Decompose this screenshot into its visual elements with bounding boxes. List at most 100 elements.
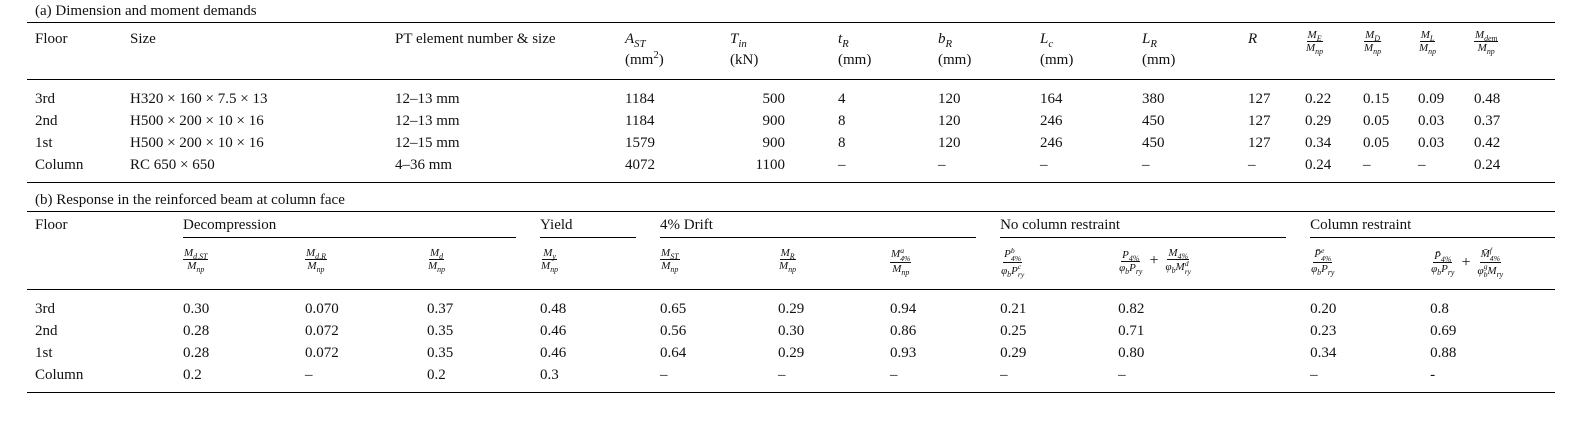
table-cell: 900 [762,135,786,151]
numerator: My [542,247,557,261]
symbol-base: φ [1119,261,1126,274]
column-header: MD Mnp [1355,23,1410,80]
symbol-base: M [1477,42,1487,54]
symbol-base: ) [658,52,664,68]
header-symbol: Md,R Mnp [305,247,419,275]
column-header: Tin (kN) [722,23,830,80]
denominator: Mnp [891,263,910,277]
table-cell: 2nd [35,322,58,339]
denominator: Mnp [778,260,797,274]
symbol: P̄4% [1434,250,1451,264]
symbol-base: M [892,263,902,276]
denominator: φ g b Mry [1476,263,1504,278]
column-header: Size [122,23,387,80]
subscript: ry [1135,266,1143,276]
symbol-base: M [779,260,789,272]
table-cell: 0.072 [305,322,339,339]
subscript: b [1171,266,1176,276]
table-a: Floor Size PT element number & size AST (mm2… [27,23,1555,183]
numerator: Mdem [1474,29,1499,43]
symbol-base: M [1475,29,1485,41]
header-symbol: P̄4% φbPry + M̄ f 4% φ g b Mry [1430,247,1555,279]
subscript: b [1483,270,1488,280]
table-cell: 4072 [625,157,655,173]
symbol-base: (kN) [730,52,759,68]
table-cell: 0.15 [1363,91,1390,107]
symbol-base: φ [1311,263,1318,276]
subscript: ST [670,252,679,262]
symbol-base: φ [1431,263,1438,276]
symbol: Pry [1321,263,1334,277]
fraction: Md,ST Mnp [183,247,209,274]
header-symbol: My Mnp [540,247,652,274]
symbol-base: P̄ [1314,248,1321,261]
subscript: R [1150,38,1157,50]
subscript: np [316,265,325,275]
column-header: P̄4% φbPry + M̄ f 4% φ g b Mry [1422,239,1556,290]
symbol-base: A [625,31,635,47]
script-stack: e 4% [1321,247,1331,262]
table-cell: 0.22 [1305,91,1332,107]
symbol-base: P [1441,263,1448,276]
symbol: ML [1421,29,1435,43]
table-b: Floor Decompression Yield 4% Drift No column… [27,212,1556,393]
symbol-base: M [1307,29,1317,41]
table-cell: 4 [838,91,846,107]
table-cell: 1184 [625,113,655,129]
superscript: a [900,246,905,255]
subscript: b [1317,268,1322,278]
symbol: P4% [1122,249,1139,263]
denominator: Mnp [427,260,446,274]
table-cell: – [1363,157,1371,173]
group-header: Decompression [175,212,532,239]
table-cell: - [1430,366,1436,383]
symbol-base: (mm) [1040,52,1074,68]
superscript: f [1489,246,1492,255]
denominator: Mnp [1477,42,1496,56]
symbol: (mm) [938,52,971,68]
symbol-base: T [730,31,739,47]
table-cell: 0.30 [778,322,805,339]
table-cell: 0.03 [1418,113,1445,129]
table-cell: – [1418,157,1426,173]
symbol: Lc [1040,31,1053,49]
table-a-body: 3rd H320 × 160 × 7.5 × 13 12–13 mm 1184 500 4… [27,80,1555,183]
denominator: Mnp [1305,42,1324,56]
table-cell: 12–13 mm [395,113,460,129]
numerator: MD [1364,29,1381,44]
numerator: Md,R [305,247,327,261]
numerator: P4% [1121,249,1141,263]
numerator: M̄ f 4% [1479,246,1502,264]
table-cell: 0.072 [305,344,339,361]
table-cell: 2nd [35,113,58,129]
table-cell: 8 [838,113,846,129]
fraction: ME Mnp [1305,29,1324,56]
symbol: Md,R [306,247,326,261]
superscript: g [1483,262,1488,272]
header-symbol: bR [938,29,1032,50]
numerator: ME [1306,29,1323,43]
symbol-base: M [184,247,194,259]
table-cell: 120 [938,113,961,129]
symbol-base: L [1040,31,1049,47]
symbol: LR [1142,31,1157,50]
subscript: D [1374,34,1380,44]
column-header: tR (mm) [830,23,930,80]
fraction: Md,R Mnp [305,247,327,275]
header-symbol: Md,ST Mnp [183,247,297,274]
symbol: Md [430,247,443,261]
table-cell: RC 650 × 650 [130,157,215,173]
symbol: Mnp [661,260,678,274]
table-row: 1st H500 × 200 × 10 × 16 12–15 mm 1579 900 8 1… [27,132,1555,154]
table-cell: – [1142,157,1150,173]
table-cell: – [838,157,846,173]
symbol: Mnp [892,263,909,277]
header-unit: (mm) [1142,50,1240,71]
table-cell: – [660,366,668,383]
table-cell: 4–36 mm [395,157,453,173]
symbol-base: M [1419,42,1429,54]
fraction: P4% φbPry [1118,249,1143,276]
